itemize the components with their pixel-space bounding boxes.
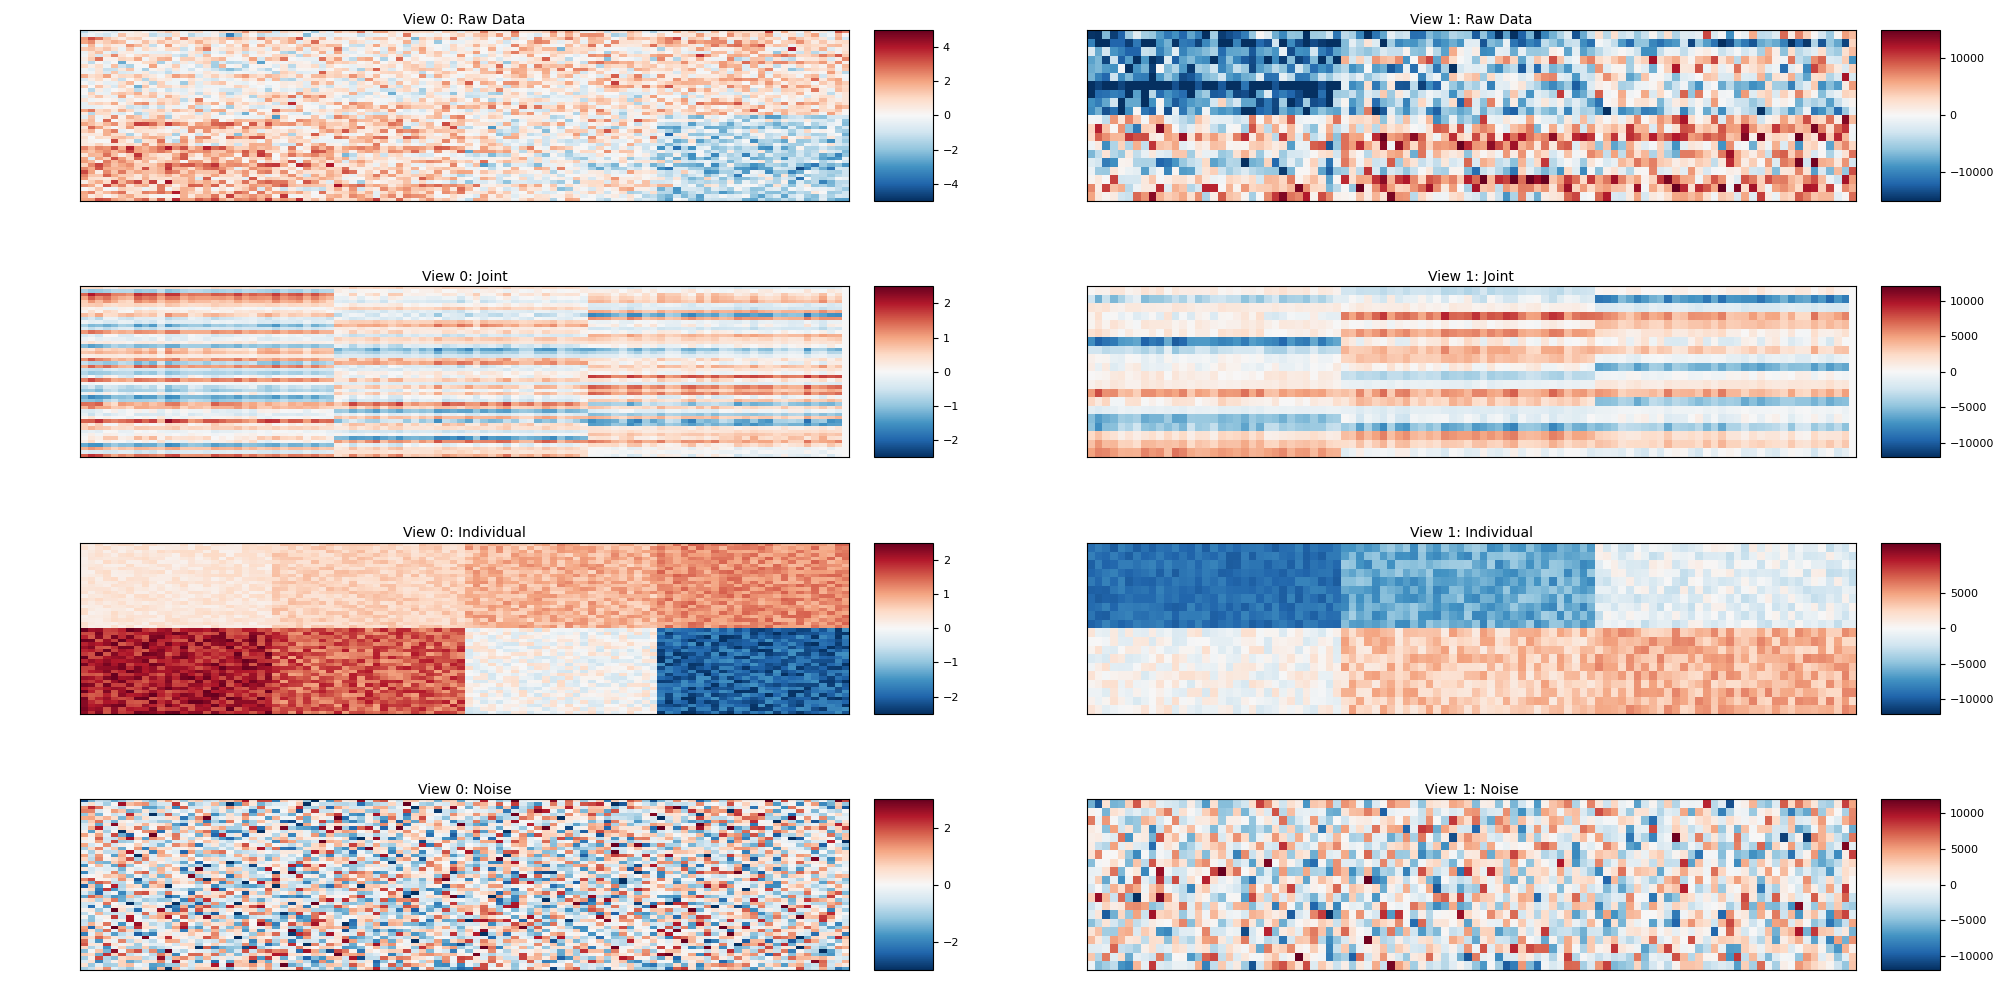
- Title: View 0: Individual: View 0: Individual: [404, 526, 526, 540]
- Title: View 0: Raw Data: View 0: Raw Data: [404, 13, 526, 27]
- Title: View 1: Individual: View 1: Individual: [1410, 526, 1532, 540]
- Title: View 0: Joint: View 0: Joint: [422, 270, 508, 284]
- Title: View 1: Raw Data: View 1: Raw Data: [1410, 13, 1532, 27]
- Title: View 0: Noise: View 0: Noise: [418, 783, 512, 797]
- Title: View 1: Noise: View 1: Noise: [1424, 783, 1518, 797]
- Title: View 1: Joint: View 1: Joint: [1428, 270, 1514, 284]
